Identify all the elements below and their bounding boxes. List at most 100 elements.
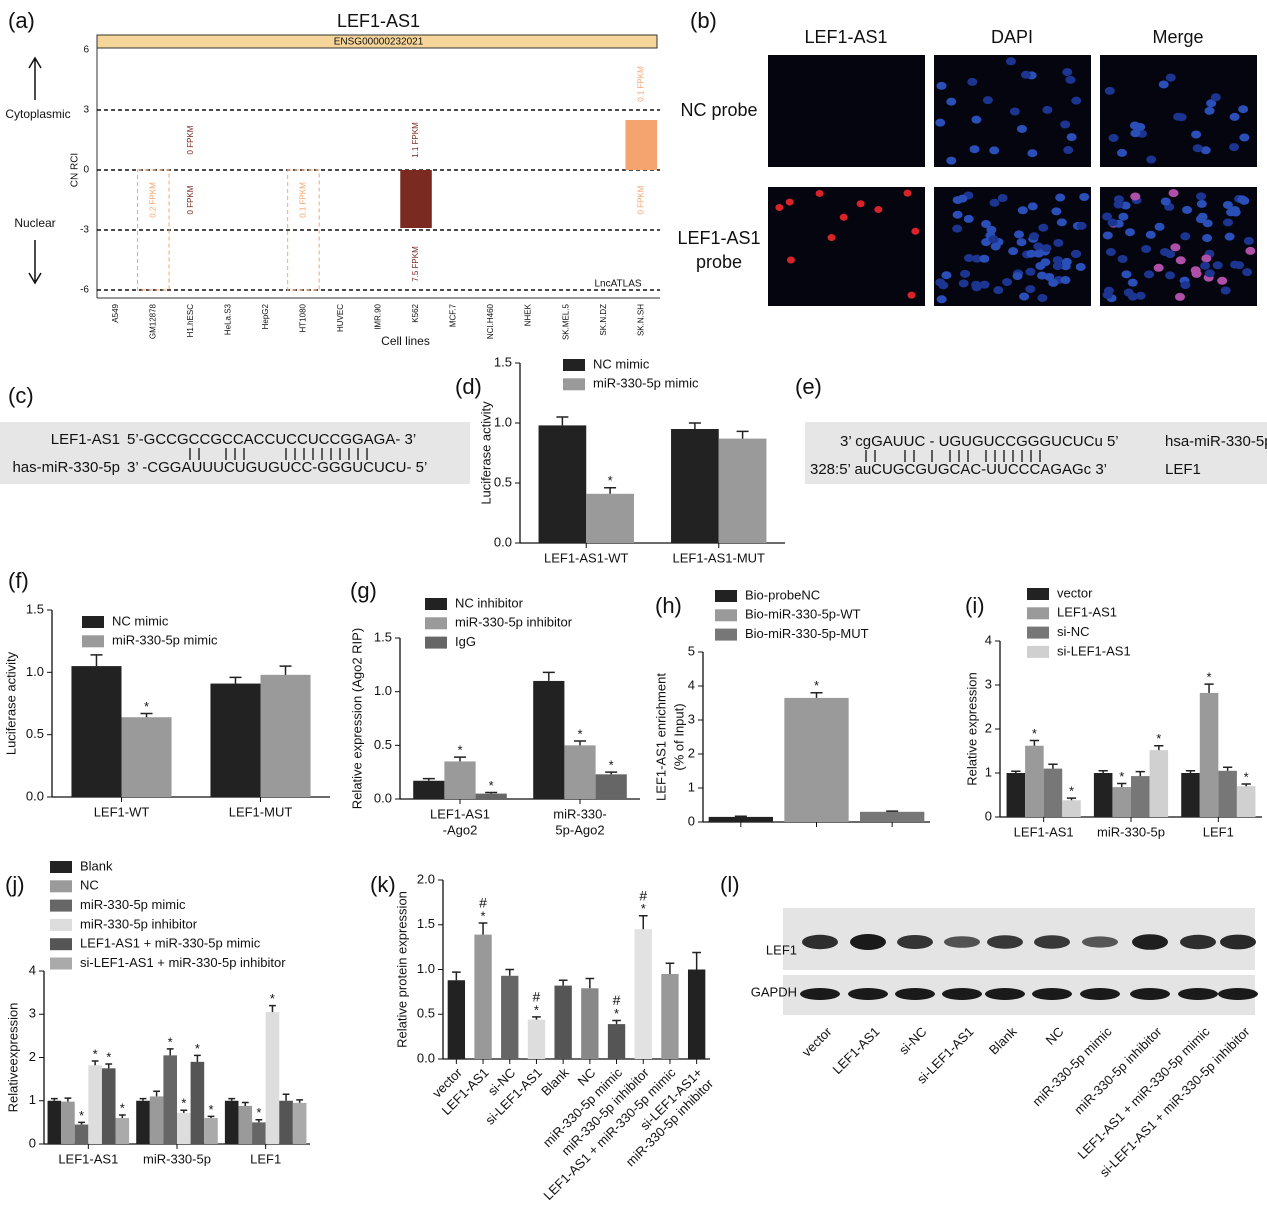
error-bar (665, 962, 675, 974)
y-tick-label: 1 (985, 764, 992, 779)
band-label: GAPDH (751, 984, 797, 999)
bar (1149, 750, 1169, 817)
lef1-band (987, 935, 1023, 949)
error-bar (140, 712, 153, 718)
y-tick-label: 3 (985, 676, 992, 691)
dashed-box (137, 169, 170, 291)
gapdh-band (985, 988, 1025, 1000)
error-bar (269, 1004, 276, 1013)
error-bar (166, 1048, 174, 1056)
row-label: probe (696, 252, 742, 272)
lef1-band (1220, 934, 1256, 950)
bar (634, 929, 652, 1059)
nucleus (1027, 149, 1038, 158)
nucleus (1204, 106, 1215, 115)
red-nucleus (775, 204, 784, 212)
legend-swatch (50, 880, 72, 893)
nucleus (1165, 271, 1176, 280)
chart-title: LEF1-AS1 (337, 11, 420, 31)
x-tick-label: NCI.H460 (486, 303, 495, 339)
bar (190, 1061, 205, 1144)
nucleus (1222, 200, 1233, 209)
nucleus (1052, 256, 1063, 265)
nucleus (1013, 230, 1024, 239)
x-tick-label: MCF.7 (449, 303, 458, 327)
bar (447, 980, 466, 1059)
x-tick-label: LEF1-MUT (229, 804, 293, 819)
y-axis-label: Relative expression (Ago2 RIP) (349, 628, 364, 809)
x-tick-label: A549 (111, 303, 120, 322)
bar (564, 745, 596, 799)
arrow (28, 56, 42, 100)
nucleus (960, 269, 971, 278)
nucleus (946, 97, 957, 106)
nucleus (981, 238, 992, 247)
nucleus (1052, 262, 1063, 271)
significance-star: * (1032, 726, 1037, 741)
nucleus (1135, 122, 1146, 131)
legend-swatch (425, 636, 447, 649)
sequence: 328:5’ auCUGCGUGCAC-UUCCCAGAGc 3’ (810, 461, 1107, 478)
x-tick-label: HUVEC (336, 304, 345, 332)
error-bar (1117, 782, 1127, 788)
lef1-band (1082, 936, 1118, 948)
panel-letter: (j) (5, 872, 25, 897)
nucleus (1237, 195, 1248, 204)
lef1-band (897, 935, 933, 949)
nucleus (1146, 155, 1157, 164)
error-bar (207, 1115, 215, 1119)
y-tick-label: -3 (80, 225, 89, 236)
nucleus (967, 77, 978, 86)
x-tick-label: SK.N.SH (636, 304, 645, 336)
error-bar (1222, 766, 1233, 771)
bar (661, 973, 679, 1059)
error-bar (153, 1090, 161, 1097)
x-tick-label: H1.hESC (186, 304, 195, 338)
lef1-band (944, 936, 980, 948)
significance-star: * (144, 699, 149, 714)
nucleus (1145, 230, 1156, 239)
bar (115, 1118, 130, 1144)
nucleus (1102, 231, 1113, 240)
bar (687, 969, 706, 1059)
y-tick-label: 4 (985, 632, 992, 647)
error-bar (1154, 744, 1164, 751)
gapdh-band (848, 988, 888, 1000)
red-nucleus (815, 189, 824, 197)
nucleus (1176, 113, 1187, 122)
x-tick-label: LEF1 (1203, 824, 1234, 839)
nucleus (1104, 86, 1115, 95)
bar (784, 697, 849, 822)
error-bar (532, 1016, 541, 1020)
legend-label: miR-330-5p mimic (112, 633, 218, 648)
x-tick-label: Blank (538, 1065, 572, 1099)
nucleus (1180, 232, 1191, 241)
bar (265, 1012, 280, 1144)
bar (163, 1055, 177, 1144)
bar (400, 170, 432, 228)
legend-swatch (1027, 645, 1049, 658)
error-bar (1241, 783, 1251, 787)
error-bar (91, 1060, 99, 1066)
lane-label: miR-330-5p inhibitor (1071, 1023, 1165, 1117)
error-bar (612, 1019, 621, 1025)
x-tick-label: GM12878 (148, 303, 157, 339)
nucleus (1075, 262, 1086, 271)
bar (61, 1101, 75, 1144)
significance-star: * (481, 908, 486, 923)
legend-label: vector (1057, 585, 1093, 600)
bar (238, 1105, 253, 1144)
nucleus (969, 145, 980, 154)
nucleus (1127, 278, 1138, 287)
nucleus (1224, 232, 1235, 241)
x-tick-label: -Ago2 (443, 822, 478, 837)
panel-letter: (i) (965, 593, 985, 618)
error-bar (193, 1054, 201, 1062)
panel-letter: (a) (8, 8, 35, 33)
nucleus (1102, 212, 1113, 221)
nucleus (1041, 244, 1052, 253)
y-tick-label: 0 (985, 808, 992, 823)
nucleus (1102, 290, 1113, 299)
bar (1006, 773, 1026, 817)
legend-swatch (715, 590, 737, 602)
